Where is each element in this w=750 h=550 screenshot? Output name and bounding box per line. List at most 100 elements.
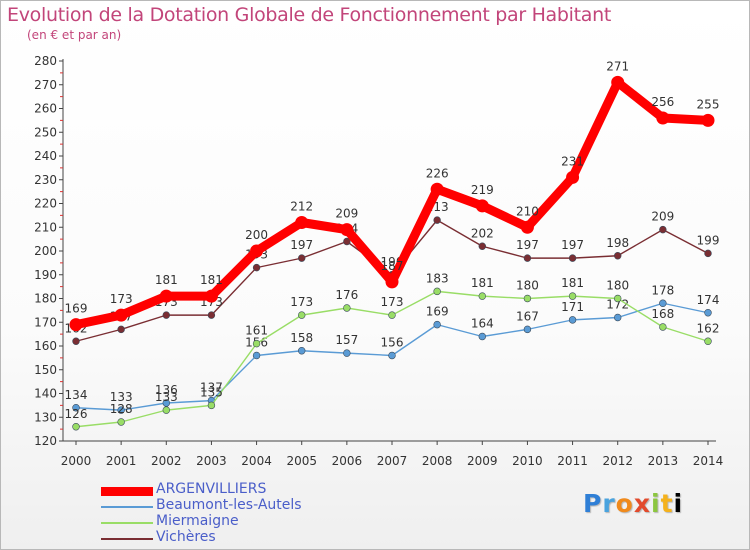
legend-swatch xyxy=(101,486,153,496)
data-label: 135 xyxy=(200,385,223,399)
data-point xyxy=(250,244,264,258)
y-tick-label: 140 xyxy=(34,387,57,401)
x-tick-label: 2012 xyxy=(602,454,633,468)
data-point xyxy=(478,292,486,300)
y-tick-label: 150 xyxy=(34,363,57,377)
x-tick-label: 2014 xyxy=(693,454,724,468)
data-label: 173 xyxy=(381,295,404,309)
x-tick-label: 2001 xyxy=(106,454,137,468)
brand-letter: t xyxy=(660,489,674,518)
legend-item: Vichères xyxy=(101,529,361,547)
y-tick-label: 190 xyxy=(34,268,57,282)
y-tick-label: 280 xyxy=(34,54,57,68)
data-point xyxy=(520,220,534,234)
data-point xyxy=(523,325,532,334)
data-label: 187 xyxy=(381,259,404,273)
y-tick-label: 260 xyxy=(34,102,57,116)
data-label: 168 xyxy=(651,307,674,321)
x-tick-label: 2002 xyxy=(151,454,182,468)
data-point xyxy=(568,292,577,300)
data-label: 137 xyxy=(200,381,223,395)
y-tick-label: 200 xyxy=(34,244,57,258)
legend-swatch xyxy=(101,522,153,524)
data-point xyxy=(659,225,667,234)
data-label: 198 xyxy=(606,236,629,250)
data-point xyxy=(614,294,622,303)
data-point xyxy=(343,349,351,357)
x-tick-label: 2003 xyxy=(196,454,227,468)
data-point xyxy=(343,304,351,312)
brand-letter: x xyxy=(633,489,651,518)
series-argenvilliers: 169 173 181 181 200 212 209 187 226 219 210 231 271 2… xyxy=(65,59,719,332)
data-point xyxy=(117,325,125,334)
data-point xyxy=(523,294,532,303)
data-point xyxy=(207,311,216,319)
data-label: 126 xyxy=(65,407,88,421)
data-point xyxy=(252,339,261,348)
data-point xyxy=(614,313,622,322)
data-point xyxy=(252,263,261,272)
data-label: 162 xyxy=(697,321,720,335)
data-point xyxy=(162,311,170,319)
data-point xyxy=(162,406,170,414)
y-tick-label: 250 xyxy=(34,125,57,139)
data-label: 176 xyxy=(335,288,358,302)
data-point xyxy=(298,254,306,262)
data-point xyxy=(252,351,261,360)
data-label: 178 xyxy=(651,283,674,297)
data-point xyxy=(114,308,128,322)
y-tick-label: 240 xyxy=(34,149,57,163)
data-point xyxy=(659,299,667,307)
data-label: 197 xyxy=(561,238,584,252)
data-point xyxy=(568,316,577,324)
x-tick-label: 2010 xyxy=(512,454,543,468)
brand-letter: i xyxy=(673,489,684,518)
y-tick-label: 120 xyxy=(34,434,57,448)
data-label: 133 xyxy=(155,390,178,404)
data-label: 210 xyxy=(516,204,539,218)
x-tick-label: 2008 xyxy=(422,454,453,468)
legend-label: Miermaigne xyxy=(156,513,239,529)
x-tick-label: 2009 xyxy=(467,454,498,468)
data-point xyxy=(475,199,489,213)
data-label: 181 xyxy=(155,273,178,287)
data-point xyxy=(433,287,441,296)
legend-item: ARGENVILLIERS xyxy=(101,481,361,499)
y-tick-label: 230 xyxy=(34,173,57,187)
data-point xyxy=(704,249,712,258)
data-label: 197 xyxy=(516,238,539,252)
data-label: 134 xyxy=(65,388,88,402)
data-label: 200 xyxy=(245,228,268,242)
data-label: 158 xyxy=(290,331,313,345)
data-label: 133 xyxy=(110,390,133,404)
data-point xyxy=(385,275,399,289)
data-label: 219 xyxy=(471,183,494,197)
data-label: 169 xyxy=(426,305,449,319)
data-point xyxy=(204,289,218,303)
data-point xyxy=(523,254,532,262)
x-tick-label: 2000 xyxy=(61,454,92,468)
data-label: 156 xyxy=(381,336,404,350)
data-label: 164 xyxy=(471,317,494,331)
x-tick-label: 2005 xyxy=(286,454,317,468)
data-label: 157 xyxy=(335,333,358,347)
data-label: 172 xyxy=(606,298,629,312)
data-label: 202 xyxy=(471,226,494,240)
data-point xyxy=(295,216,309,229)
data-point xyxy=(117,418,125,426)
chart-subtitle: (en € et par an) xyxy=(27,28,122,42)
data-label: 161 xyxy=(245,324,268,338)
data-label: 173 xyxy=(290,295,313,309)
data-label: 199 xyxy=(697,233,720,247)
data-label: 212 xyxy=(290,200,313,214)
legend-label: ARGENVILLIERS xyxy=(156,481,267,497)
brand-letter: r xyxy=(602,489,616,518)
y-tick-label: 220 xyxy=(34,197,57,211)
data-label: 197 xyxy=(290,238,313,252)
legend-item: Beaumont-les-Autels xyxy=(101,497,361,515)
data-point xyxy=(433,320,441,329)
data-point xyxy=(72,337,80,345)
data-point xyxy=(298,347,306,355)
y-tick-label: 130 xyxy=(34,410,57,424)
